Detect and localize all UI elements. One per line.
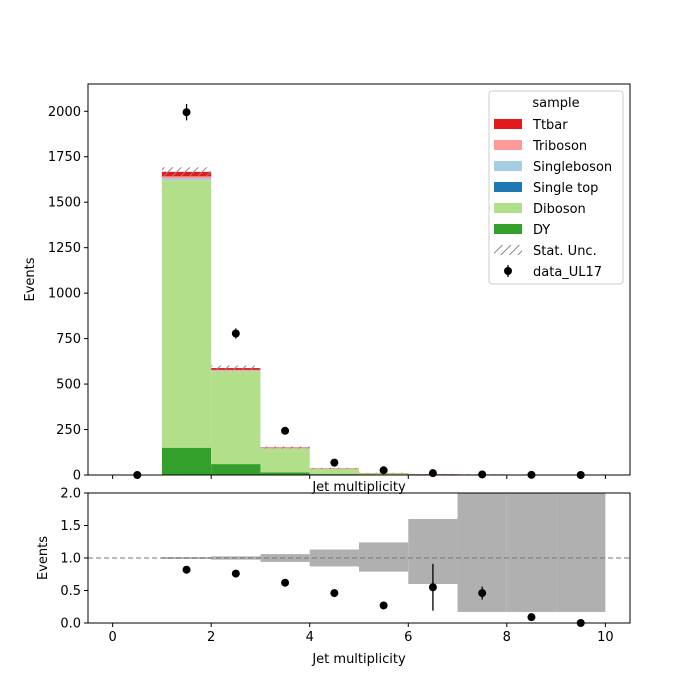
ratio-xtick-label: 2	[207, 630, 215, 645]
bar-dy-bin-2	[211, 464, 261, 475]
bar-diboson-bin-2	[211, 371, 261, 465]
data-point-1	[182, 108, 191, 117]
stat-unc-bin-4	[309, 467, 359, 469]
bar-diboson-bin-4	[309, 468, 359, 475]
ratio-ytick-label: 2.0	[60, 487, 81, 502]
ratio-point-1	[231, 569, 240, 578]
ratio-xlabel: Jet multiplicity	[311, 652, 406, 667]
ratio-unc-band-bin-2	[260, 554, 310, 562]
bar-singleboson-bin-1	[161, 178, 212, 181]
main-ytick-label: 0	[73, 469, 81, 484]
legend-data-marker	[504, 267, 512, 275]
data-point-4	[330, 458, 339, 467]
main-ytick-label: 750	[56, 332, 81, 347]
legend-swatch-single-top	[494, 182, 522, 192]
legend-swatch-singleboson	[494, 161, 522, 171]
legend-label: Diboson	[533, 202, 586, 217]
ratio-point-7	[527, 613, 536, 622]
main-ytick-label: 250	[56, 423, 81, 438]
ratio-unc-band-bin-8	[556, 493, 606, 612]
bar-dy-bin-1	[161, 447, 212, 475]
ratio-ytick-label: 0.5	[60, 584, 81, 599]
stat-unc-bin-3	[260, 446, 310, 449]
data-point-3	[281, 426, 290, 435]
legend-label: Stat. Unc.	[533, 244, 597, 259]
legend-label: DY	[533, 223, 550, 238]
main-ytick-label: 500	[56, 378, 81, 393]
main-ytick-label: 1750	[48, 150, 81, 165]
legend-label: Single top	[533, 181, 598, 196]
ratio-unc-band-bin-3	[309, 549, 359, 567]
main-ytick-label: 2000	[48, 105, 81, 120]
main-ytick-label: 1000	[48, 287, 81, 302]
data-point-6	[428, 469, 437, 478]
legend-swatch-dy	[494, 224, 522, 234]
ratio-point-4	[379, 601, 388, 610]
ratio-point-3	[330, 589, 339, 598]
main-ylabel: Events	[23, 257, 38, 301]
data-point-2	[231, 329, 240, 338]
ratio-xtick-label: 10	[597, 630, 614, 645]
ratio-ytick-label: 1.5	[60, 519, 81, 534]
bar-dy-bin-3	[260, 472, 310, 475]
ratio-ytick-label: 1.0	[60, 552, 81, 567]
ratio-ytick-label: 0.0	[60, 617, 81, 632]
legend-label: Triboson	[532, 139, 587, 154]
ratio-ylabel: Events	[36, 536, 51, 580]
ratio-point-0	[182, 565, 191, 574]
main-ytick-label: 1250	[48, 241, 81, 256]
legend-swatch-stat-unc	[494, 245, 522, 255]
legend-label: data_UL17	[533, 265, 602, 280]
ratio-panel: 0.0 0.5 1.0 1.5 2.0 0 2 4 6 8 10 Jet multiplicity Ev…	[36, 487, 631, 667]
legend: sample Ttbar Triboson Singleboson Single top…	[488, 90, 624, 285]
stat-unc-bin-1	[161, 167, 212, 177]
ratio-point-2	[281, 578, 290, 587]
ratio-xtick-label: 0	[108, 630, 116, 645]
data-point-7	[478, 470, 487, 479]
legend-title: sample	[532, 96, 579, 111]
legend-swatch-diboson	[494, 203, 522, 213]
stat-unc-bin-2	[211, 365, 261, 371]
ratio-xtick-label: 8	[503, 630, 511, 645]
main-ytick-label: 1500	[48, 196, 81, 211]
main-plot-frame	[87, 83, 631, 476]
legend-label: Ttbar	[532, 118, 568, 133]
legend-label: Singleboson	[533, 160, 612, 175]
main-panel: 0 250 500 750 1000 1250 1500 1750 2000 Jet multip…	[23, 83, 631, 495]
data-point-5	[379, 466, 388, 475]
ratio-unc-band-bin-4	[359, 542, 409, 572]
legend-swatch-triboson	[494, 140, 522, 150]
bar-diboson-bin-3	[260, 448, 310, 473]
ratio-xtick-label: 6	[404, 630, 412, 645]
ratio-point-5	[428, 583, 437, 592]
legend-swatch-ttbar	[494, 119, 522, 129]
main-xlabel: Jet multiplicity	[311, 480, 406, 495]
ratio-unc-band-bin-7	[506, 493, 557, 612]
ratio-xtick-label: 4	[306, 630, 314, 645]
bar-diboson-bin-1	[161, 180, 212, 448]
bar-triboson-bin-1	[161, 176, 212, 179]
bar-singleboson-bin-2	[211, 370, 261, 372]
ratio-point-6	[478, 589, 487, 598]
legend-box	[488, 90, 624, 285]
